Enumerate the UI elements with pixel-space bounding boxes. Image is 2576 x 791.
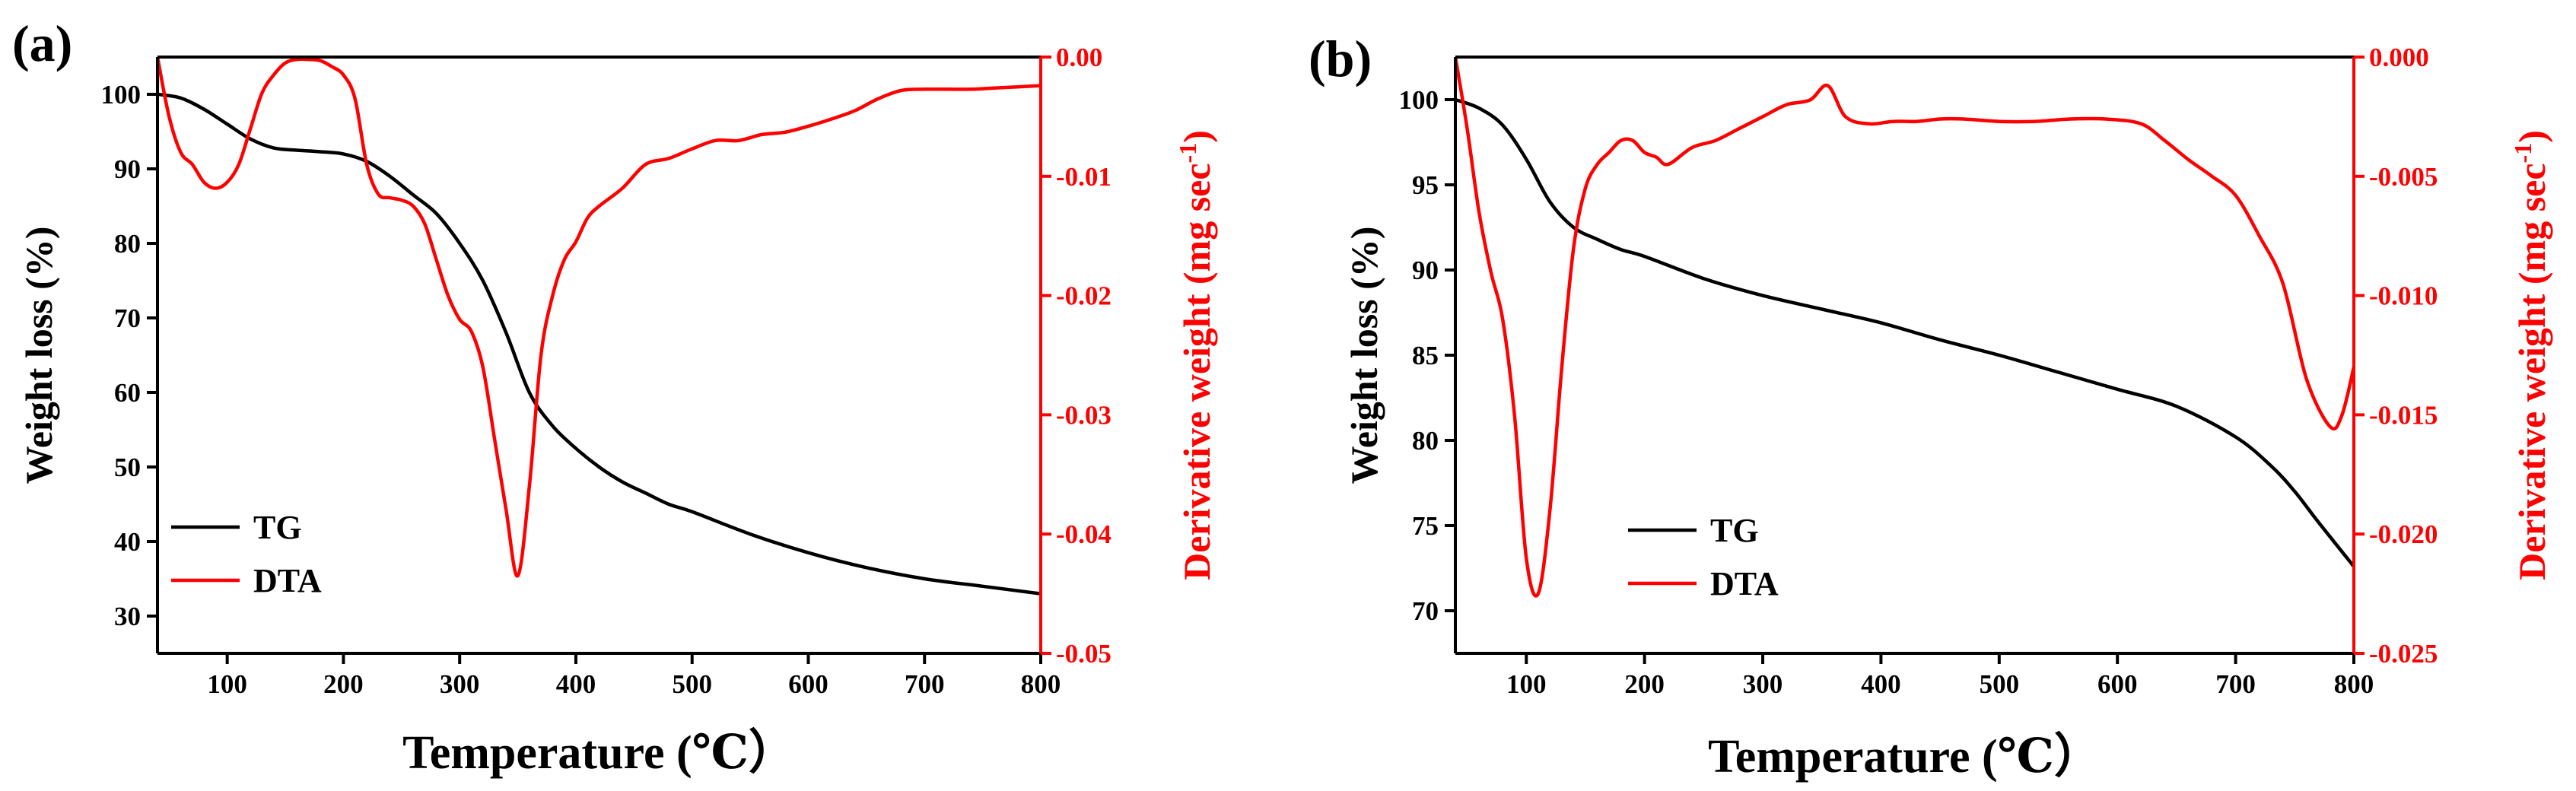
y2-tick-label: -0.010 bbox=[2369, 281, 2438, 311]
y2-tick-label: 0.000 bbox=[2369, 43, 2429, 72]
legend-label-tg: TG bbox=[1710, 512, 1759, 549]
x-tick-label: 700 bbox=[905, 669, 945, 699]
x-tick-label: 800 bbox=[1021, 669, 1061, 699]
x-axis-title: Temperature (℃） bbox=[1708, 729, 2101, 783]
legend-label-dta: DTA bbox=[1710, 565, 1779, 602]
y2-tick-label: -0.03 bbox=[1056, 400, 1111, 430]
y-axis-title: Weight loss (%) bbox=[1343, 227, 1385, 484]
panel-label: (a) bbox=[12, 14, 72, 72]
x-tick-label: 500 bbox=[672, 669, 712, 699]
chart-panel-b: 100 200 300 400 500 600 700 800 70 75 80 85 90 95 100 0… bbox=[1309, 30, 2553, 783]
panel-label: (b) bbox=[1309, 30, 1372, 87]
legend: TG DTA bbox=[1628, 512, 1779, 602]
y-tick-label: 40 bbox=[114, 527, 141, 557]
y2-tick-label: -0.005 bbox=[2369, 162, 2438, 192]
x-tick-label: 600 bbox=[788, 669, 828, 699]
legend: TG DTA bbox=[171, 509, 322, 599]
y2-tick-label: -0.015 bbox=[2369, 400, 2438, 430]
x-axis-title: Temperature (℃） bbox=[402, 726, 796, 779]
y2-tick-label: -0.01 bbox=[1056, 162, 1111, 192]
x-tick-label: 300 bbox=[1743, 669, 1783, 699]
y2-tick-label: -0.05 bbox=[1056, 639, 1111, 669]
y-tick-label: 85 bbox=[1412, 341, 1439, 370]
y-tick-label: 70 bbox=[114, 303, 141, 333]
y2-tick-label: -0.025 bbox=[2369, 639, 2438, 669]
y-axis-title: Weight loss (%) bbox=[17, 227, 60, 484]
series-line-dta bbox=[157, 57, 1041, 578]
x-tick-label: 200 bbox=[323, 669, 364, 699]
series-line-tg bbox=[157, 92, 1041, 596]
x-tick-label: 100 bbox=[1506, 669, 1547, 699]
y-tick-label: 30 bbox=[114, 602, 141, 631]
y-tick-label: 60 bbox=[114, 378, 141, 408]
y-tick-label: 90 bbox=[114, 154, 141, 184]
series-line-tg bbox=[1455, 97, 2354, 568]
legend-label-tg: TG bbox=[253, 509, 302, 546]
y-tick-label: 70 bbox=[1412, 596, 1439, 626]
x-tick-label: 600 bbox=[2097, 669, 2138, 699]
x-tick-label: 700 bbox=[2215, 669, 2256, 699]
y-tick-label: 100 bbox=[101, 80, 142, 110]
x-tick-label: 400 bbox=[556, 669, 596, 699]
y-tick-label: 100 bbox=[1399, 85, 1439, 115]
y2-tick-label: -0.04 bbox=[1056, 519, 1111, 549]
y-tick-label: 80 bbox=[1412, 426, 1439, 456]
y-tick-label: 50 bbox=[114, 453, 141, 482]
chart-panel-a: 100 200 300 400 500 600 700 800 30 40 50 60 70 80 90 10… bbox=[12, 14, 1218, 779]
y2-tick-label: 0.00 bbox=[1056, 43, 1102, 72]
y-tick-label: 95 bbox=[1412, 170, 1439, 200]
x-tick-label: 400 bbox=[1861, 669, 1901, 699]
x-tick-label: 300 bbox=[440, 669, 480, 699]
x-tick-label: 500 bbox=[1980, 669, 2020, 699]
y2-tick-label: -0.020 bbox=[2369, 519, 2438, 549]
y2-axis-title: Derivative weight (mg sec-1) bbox=[1174, 130, 1218, 580]
x-tick-label: 800 bbox=[2334, 669, 2374, 699]
y2-tick-label: -0.02 bbox=[1056, 281, 1111, 311]
y-tick-label: 80 bbox=[114, 229, 141, 259]
x-tick-label: 100 bbox=[207, 669, 247, 699]
y-tick-label: 90 bbox=[1412, 256, 1439, 285]
y2-axis-title: Derivative weight (mg sec-1) bbox=[2509, 130, 2553, 580]
x-tick-label: 200 bbox=[1624, 669, 1665, 699]
series-line-dta bbox=[1455, 57, 2354, 598]
legend-label-dta: DTA bbox=[253, 562, 322, 599]
y-tick-label: 75 bbox=[1412, 511, 1439, 541]
